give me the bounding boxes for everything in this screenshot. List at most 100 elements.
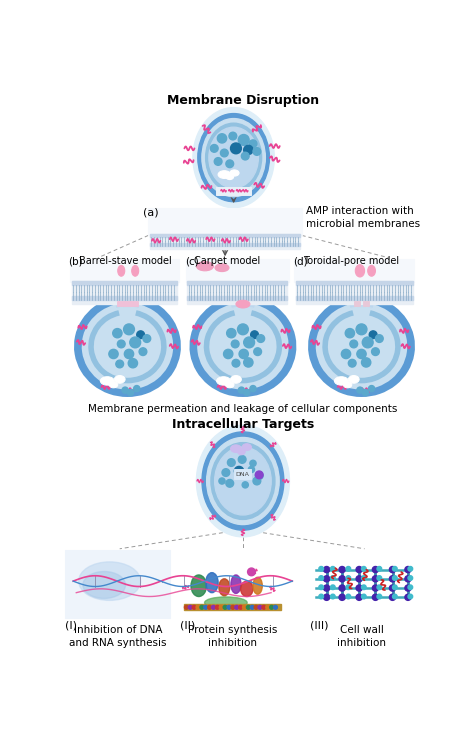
Circle shape [124, 350, 134, 358]
Circle shape [255, 472, 263, 479]
Bar [296, 296, 413, 300]
Circle shape [362, 358, 371, 367]
Ellipse shape [196, 425, 290, 537]
Text: Cell wall
inhibition: Cell wall inhibition [337, 625, 386, 648]
Circle shape [324, 585, 330, 591]
Circle shape [253, 477, 261, 485]
Circle shape [219, 478, 225, 484]
Circle shape [247, 568, 255, 576]
Circle shape [392, 576, 397, 581]
Circle shape [346, 576, 351, 581]
Bar [148, 208, 302, 236]
Circle shape [242, 482, 248, 488]
Circle shape [227, 328, 236, 338]
Bar [187, 281, 287, 285]
Circle shape [210, 144, 218, 152]
Circle shape [220, 149, 228, 157]
Bar [363, 301, 369, 305]
Circle shape [405, 585, 411, 591]
Ellipse shape [334, 377, 348, 385]
Bar [72, 281, 177, 304]
Circle shape [319, 585, 324, 590]
Circle shape [128, 358, 137, 368]
Bar [234, 470, 251, 479]
Circle shape [227, 606, 231, 609]
Ellipse shape [206, 123, 262, 192]
Ellipse shape [230, 445, 241, 453]
Circle shape [390, 576, 396, 582]
Circle shape [369, 331, 377, 339]
Ellipse shape [193, 107, 274, 208]
Ellipse shape [356, 265, 365, 277]
Ellipse shape [215, 264, 229, 272]
Circle shape [226, 479, 234, 487]
Ellipse shape [196, 302, 290, 391]
Circle shape [255, 471, 263, 478]
Ellipse shape [191, 575, 207, 596]
Circle shape [356, 567, 362, 573]
Bar [65, 551, 170, 618]
Ellipse shape [206, 573, 218, 592]
Text: (b): (b) [69, 256, 83, 266]
Bar [296, 281, 413, 304]
Circle shape [116, 360, 124, 368]
Circle shape [330, 594, 335, 599]
Bar [124, 301, 131, 306]
Ellipse shape [83, 571, 126, 598]
Bar [72, 281, 177, 285]
Circle shape [346, 594, 351, 599]
Circle shape [362, 594, 366, 599]
Ellipse shape [205, 597, 247, 609]
Circle shape [377, 567, 382, 571]
Circle shape [235, 467, 244, 475]
Circle shape [219, 606, 223, 609]
Circle shape [362, 585, 366, 590]
Circle shape [324, 567, 330, 573]
Circle shape [346, 567, 351, 571]
Circle shape [405, 576, 411, 582]
Circle shape [408, 594, 413, 599]
Circle shape [244, 389, 250, 395]
Ellipse shape [230, 170, 239, 176]
Bar [294, 259, 414, 283]
Circle shape [231, 606, 235, 609]
Ellipse shape [202, 432, 284, 530]
Ellipse shape [202, 118, 265, 197]
Circle shape [232, 359, 240, 367]
Circle shape [134, 386, 140, 392]
Text: Intracellular Targets: Intracellular Targets [172, 418, 314, 431]
Circle shape [356, 576, 362, 582]
Ellipse shape [230, 375, 241, 383]
Circle shape [137, 331, 145, 339]
Ellipse shape [348, 375, 359, 383]
Ellipse shape [80, 302, 174, 391]
Circle shape [215, 606, 219, 609]
Text: Protein synthesis
inhibition: Protein synthesis inhibition [188, 625, 277, 648]
Ellipse shape [109, 382, 118, 388]
Ellipse shape [368, 266, 375, 276]
Bar [186, 259, 289, 283]
Circle shape [357, 350, 366, 358]
Circle shape [390, 567, 396, 573]
Circle shape [241, 152, 249, 160]
Circle shape [218, 134, 227, 143]
Ellipse shape [226, 382, 234, 388]
Ellipse shape [237, 449, 245, 455]
Circle shape [346, 585, 351, 590]
Circle shape [357, 387, 363, 393]
Ellipse shape [320, 307, 403, 386]
Ellipse shape [241, 581, 253, 596]
Circle shape [231, 340, 239, 348]
Circle shape [390, 585, 396, 591]
Circle shape [356, 594, 362, 601]
Bar [118, 301, 125, 306]
Circle shape [230, 143, 241, 154]
Circle shape [356, 324, 367, 335]
Bar [150, 234, 300, 249]
Circle shape [319, 594, 324, 599]
Bar [180, 551, 285, 618]
Ellipse shape [215, 447, 271, 515]
Ellipse shape [201, 307, 284, 386]
Text: Membrane permeation and leakage of cellular components: Membrane permeation and leakage of cellu… [88, 404, 398, 414]
Circle shape [238, 456, 246, 463]
